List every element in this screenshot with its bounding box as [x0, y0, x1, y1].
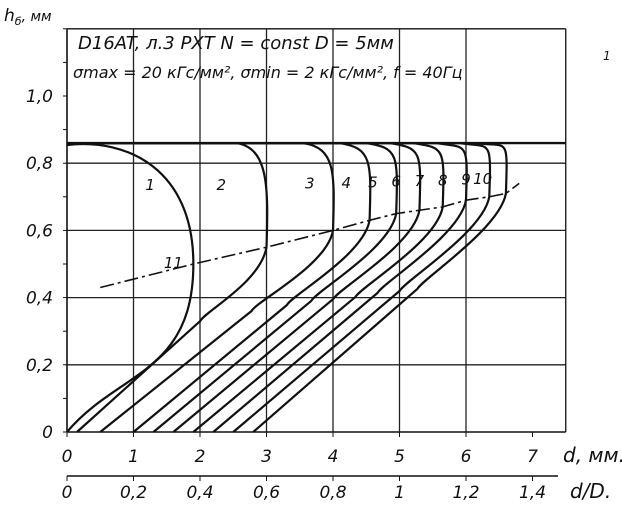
curve-7	[67, 141, 445, 433]
x2-tick-label: 0	[62, 483, 73, 503]
chart-header-line-2: σmax = 20 кГс/мм², σmin = 2 кГс/мм², f =…	[73, 63, 463, 82]
y-tick-label: 0,4	[26, 289, 53, 309]
labels-layer: 00,20,40,60,81,00 1 2 3 4 5 6 70 0,2 0,4 0,6 0,8 1 1,…	[26, 87, 546, 503]
x2-tick-label: 1,4	[519, 483, 546, 503]
y-tick-label: 1,0	[26, 87, 53, 107]
curve-9	[67, 141, 492, 433]
x-tick-label: 6	[461, 447, 472, 467]
y-tick-label: 0,2	[26, 356, 53, 376]
curve-label-8: 8	[438, 171, 448, 189]
chart-header-line-1: D16AT, л.3 РХТ N = const D = 5мм	[78, 33, 394, 54]
y-axis-subscript: б	[15, 15, 22, 28]
curve-label-10: 10	[473, 170, 492, 188]
x-tick-label: 5	[394, 447, 405, 467]
x-tick-label: 7	[527, 447, 538, 467]
curve-label-4: 4	[342, 174, 352, 192]
y-axis-title: hб, мм	[4, 6, 52, 28]
curve-label-1: 1	[145, 176, 155, 194]
curve-label-2: 2	[217, 176, 227, 194]
x2-tick-label: 1,2	[452, 483, 479, 503]
x2-tick-label: 0,4	[186, 483, 213, 503]
y-axis-unit: , мм	[22, 9, 52, 25]
curve-11	[100, 182, 520, 289]
corner-mark: 1	[603, 49, 611, 63]
x2-tick-label: 1	[394, 483, 405, 503]
x2-axis-title: d/D.	[570, 479, 611, 503]
y-axis-symbol: h	[4, 6, 15, 26]
curve-label-3: 3	[305, 175, 315, 193]
x-tick-label: 4	[328, 447, 339, 467]
curve-label-5: 5	[368, 173, 378, 191]
curve-1	[66, 143, 195, 433]
y-tick-label: 0	[42, 423, 53, 443]
y-tick-label: 0,6	[26, 221, 53, 241]
x2-tick-label: 0,8	[319, 483, 346, 503]
frame-layer	[63, 28, 567, 481]
x-tick-label: 3	[261, 447, 272, 467]
x-tick-label: 0	[62, 447, 73, 467]
curves-layer	[66, 141, 566, 433]
curve-label-9: 9	[461, 171, 471, 189]
curve-3	[67, 141, 335, 433]
y-tick-label: 0,8	[26, 154, 53, 174]
curve-2	[67, 141, 269, 433]
curve-label-6: 6	[391, 173, 401, 191]
curve-label-7: 7	[415, 172, 425, 190]
x-axis-title: d, мм.	[563, 443, 622, 467]
curve-10	[67, 141, 508, 433]
x2-tick-label: 0,2	[120, 483, 147, 503]
x2-tick-label: 0,6	[253, 483, 280, 503]
x-tick-label: 1	[128, 447, 139, 467]
x-tick-label: 2	[195, 447, 206, 467]
curve-label-11: 11	[164, 254, 183, 272]
